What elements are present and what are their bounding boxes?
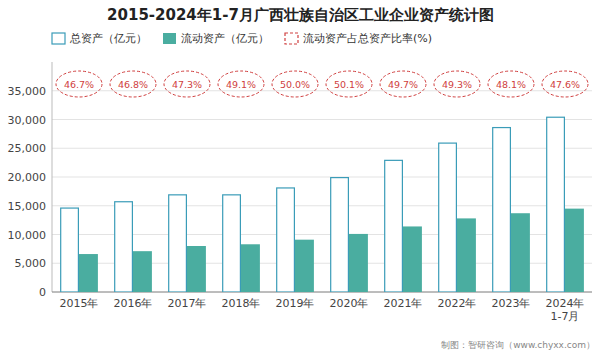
legend-label: 流动资产（亿元） bbox=[181, 32, 269, 45]
bar bbox=[79, 254, 98, 292]
x-tick-label: 2018年 bbox=[222, 297, 261, 310]
bar bbox=[349, 234, 368, 292]
x-tick-label: 2024年1-7月 bbox=[546, 297, 585, 323]
grid-line bbox=[52, 119, 592, 120]
x-tick-label: 2017年 bbox=[168, 297, 207, 310]
ratio-ellipse bbox=[488, 71, 534, 97]
y-tick-label: 15,000 bbox=[8, 200, 47, 213]
ratio-ellipse bbox=[542, 71, 588, 97]
ratio-ellipse bbox=[56, 71, 102, 97]
ratio-ellipse bbox=[110, 71, 156, 97]
ratio-label: 47.3% bbox=[172, 79, 202, 90]
x-tick-label: 2020年 bbox=[330, 297, 369, 310]
legend-label: 流动资产占总资产比率(%) bbox=[303, 32, 432, 45]
bar bbox=[565, 209, 584, 292]
bar bbox=[493, 128, 511, 292]
x-tick-label: 2021年 bbox=[384, 297, 423, 310]
annotation: 制图：智研咨询（www.chyxx.com） bbox=[441, 340, 595, 350]
bar bbox=[277, 188, 295, 292]
bar bbox=[223, 195, 241, 292]
grid bbox=[52, 91, 592, 292]
ratio-label: 49.1% bbox=[226, 79, 256, 90]
y-tick-label: 30,000 bbox=[8, 114, 47, 127]
legend: 总资产（亿元） 流动资产（亿元） 流动资产占总资产比率(%) bbox=[52, 32, 432, 45]
ratio-ellipse bbox=[218, 71, 264, 97]
ratio-ellipse bbox=[164, 71, 210, 97]
ratio-ellipse bbox=[434, 71, 480, 97]
legend-swatch bbox=[285, 33, 298, 44]
x-tick-label: 2023年 bbox=[492, 297, 531, 310]
ratio-label: 46.8% bbox=[118, 79, 148, 90]
bar bbox=[547, 117, 565, 292]
y-tick-label: 10,000 bbox=[8, 229, 47, 242]
ratio-label: 48.1% bbox=[496, 79, 526, 90]
y-tick-label: 35,000 bbox=[8, 85, 47, 98]
ratio-label: 49.3% bbox=[442, 79, 472, 90]
ratio-label: 50.0% bbox=[280, 79, 310, 90]
title: 2015-2024年1-7月广西壮族自治区工业企业资产统计图 bbox=[107, 6, 494, 24]
bar bbox=[115, 202, 133, 292]
bar bbox=[187, 246, 206, 292]
bar bbox=[133, 251, 152, 292]
bars bbox=[61, 117, 584, 292]
bar bbox=[457, 218, 476, 292]
grid-line bbox=[52, 90, 592, 91]
legend-label: 总资产（亿元） bbox=[69, 32, 147, 45]
bar bbox=[61, 208, 79, 292]
ratio-ellipse bbox=[326, 71, 372, 97]
bar bbox=[241, 244, 260, 292]
bar bbox=[439, 143, 457, 292]
bar bbox=[169, 195, 187, 292]
legend-swatch bbox=[163, 33, 176, 44]
bar bbox=[331, 178, 349, 292]
y-tick-label: 5,000 bbox=[15, 257, 47, 270]
legend-swatch bbox=[52, 33, 65, 44]
ratio-label: 47.6% bbox=[550, 79, 580, 90]
bar bbox=[295, 240, 314, 292]
ratio-ellipse bbox=[380, 71, 426, 97]
chart: 2015-2024年1-7月广西壮族自治区工业企业资产统计图 0 5,000 10,0… bbox=[0, 0, 601, 356]
bar bbox=[403, 226, 422, 292]
ratio-label: 49.7% bbox=[388, 79, 418, 90]
x-tick-label: 2015年 bbox=[60, 297, 99, 310]
x-tick-label: 2016年 bbox=[114, 297, 153, 310]
y-axis-line bbox=[52, 62, 53, 292]
y-tick-label: 0 bbox=[39, 286, 46, 299]
ratio-label: 46.7% bbox=[64, 79, 94, 90]
y-tick-label: 20,000 bbox=[8, 171, 47, 184]
bar bbox=[385, 160, 403, 292]
y-tick-label: 25,000 bbox=[8, 142, 47, 155]
ratio-label: 50.1% bbox=[334, 79, 364, 90]
x-tick-label: 2022年 bbox=[438, 297, 477, 310]
bar bbox=[511, 213, 530, 292]
x-tick-label: 2019年 bbox=[276, 297, 315, 310]
ratio-ellipse bbox=[272, 71, 318, 97]
